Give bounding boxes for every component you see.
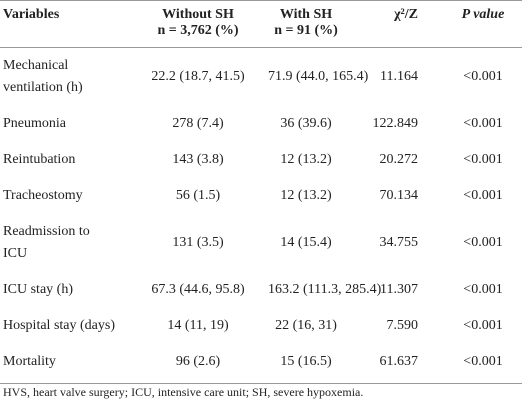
cell: 34.755 [344,214,444,272]
cell: 12 (13.2) [268,142,344,178]
cell: 131 (3.5) [128,214,268,272]
cell: 67.3 (44.6, 95.8) [128,272,268,308]
cell: 22 (16, 31) [268,308,344,344]
cell: <0.001 [444,308,522,344]
row-label: Hospital stay (days) [0,308,128,344]
cell-text: Hospital stay (days) [3,318,115,333]
cell: 96 (2.6) [128,344,268,384]
row-label: Tracheostomy [0,178,128,214]
cell-text: 67.3 (44.6, 95.8) [151,282,245,297]
cell: 14 (15.4) [268,214,344,272]
cell: <0.001 [444,178,522,214]
subheader-cell: n = 91 (%) [268,23,344,48]
cell-text: 61.637 [379,354,419,369]
header-cell: χ²/Z [344,0,444,23]
row-label: Pneumonia [0,106,128,142]
cell: 11.164 [344,48,444,107]
cell: 11.307 [344,272,444,308]
cell-text: <0.001 [463,318,503,333]
cell: <0.001 [444,106,522,142]
cell-text: <0.001 [463,354,503,369]
cell-text: 122.849 [372,116,419,131]
table-row: Pneumonia 278 (7.4) 36 (39.6) 122.849 <0.001 [0,106,522,142]
subheader-cell: n = 3,762 (%) [128,23,268,48]
cell-text: 22.2 (18.7, 41.5) [151,69,245,84]
cell-text: <0.001 [463,116,503,131]
header-cell: Without SH [128,0,268,23]
cell-text: 14 (15.4) [280,235,332,250]
cell-text: Reintubation [3,152,76,167]
cell-text: 278 (7.4) [172,116,224,131]
table-row: Mechanical ventilation (h) 22.2 (18.7, 41… [0,48,522,107]
cell: 36 (39.6) [268,106,344,142]
cell-text: 71.9 (44.0, 165.4) [268,69,369,84]
cell: 143 (3.8) [128,142,268,178]
cell-text: 34.755 [379,235,419,250]
cell-text: 11.164 [380,69,418,84]
results-table: Variables Without SH With SH χ²/Z P valu… [0,0,522,384]
cell-text: 14 (11, 19) [167,318,229,333]
cell: 15 (16.5) [268,344,344,384]
cell-text: 22 (16, 31) [275,318,337,333]
cell-text: 11.307 [380,282,418,297]
cell: 122.849 [344,106,444,142]
cell: <0.001 [444,272,522,308]
cell: 61.637 [344,344,444,384]
cell: <0.001 [444,344,522,384]
cell: <0.001 [444,142,522,178]
cell: 163.2 (111.3, 285.4) [268,272,381,308]
cell-text: ICU stay (h) [3,282,73,297]
header-cell: Variables [0,0,128,23]
cell-text: <0.001 [463,188,503,203]
cell-text: <0.001 [463,282,503,297]
table-row: Hospital stay (days) 14 (11, 19) 22 (16, 3… [0,308,522,344]
cell: 70.134 [344,178,444,214]
table-row: Tracheostomy 56 (1.5) 12 (13.2) 70.134 <0.00… [0,178,522,214]
cell: 278 (7.4) [128,106,268,142]
cell-text: Mechanical ventilation (h) [3,58,83,95]
cell-text: 56 (1.5) [175,188,221,203]
cell-text: Readmission to ICU [3,224,90,261]
cell: 20.272 [344,142,444,178]
cell-text: 96 (2.6) [175,354,221,369]
cell-text: <0.001 [463,235,503,250]
row-label: ICU stay (h) [0,272,128,308]
row-label: Mortality [0,344,128,384]
row-label: Reintubation [0,142,128,178]
cell: 71.9 (44.0, 165.4) [268,48,368,107]
cell-text: <0.001 [463,152,503,167]
cell: 12 (13.2) [268,178,344,214]
cell: 7.590 [344,308,444,344]
table-row: Readmission to ICU 131 (3.5) 14 (15.4) 34.7… [0,214,522,272]
cell-text: 163.2 (111.3, 285.4) [268,282,382,297]
cell-text: Mortality [3,354,56,369]
cell: 56 (1.5) [128,178,268,214]
cell-text: <0.001 [463,69,503,84]
cell-text: Tracheostomy [3,188,83,203]
cell: 22.2 (18.7, 41.5) [128,48,268,107]
table-row: ICU stay (h) 67.3 (44.6, 95.8) 163.2 (111.… [0,272,522,308]
cell-text: 36 (39.6) [280,116,332,131]
cell: 14 (11, 19) [128,308,268,344]
row-label: Mechanical ventilation (h) [0,48,128,107]
footnote: HVS, heart valve surgery; ICU, intensive… [3,385,364,399]
cell: <0.001 [444,214,522,272]
cell-text: 12 (13.2) [280,152,332,167]
header-cell: With SH [268,0,344,23]
cell-text: 20.272 [379,152,419,167]
header-cell: P value [444,0,522,23]
cell-text: 131 (3.5) [172,235,224,250]
cell-text: 7.590 [386,318,419,333]
table-row: Reintubation 143 (3.8) 12 (13.2) 20.272 <0.0… [0,142,522,178]
cell-text: 15 (16.5) [280,354,332,369]
cell-text: 70.134 [379,188,419,203]
cell-text: 12 (13.2) [280,188,332,203]
table-row: Mortality 96 (2.6) 15 (16.5) 61.637 <0.001 [0,344,522,384]
cell-text: Pneumonia [3,116,66,131]
cell-text: 143 (3.8) [172,152,224,167]
row-label: Readmission to ICU [0,214,128,272]
cell: <0.001 [444,48,522,107]
